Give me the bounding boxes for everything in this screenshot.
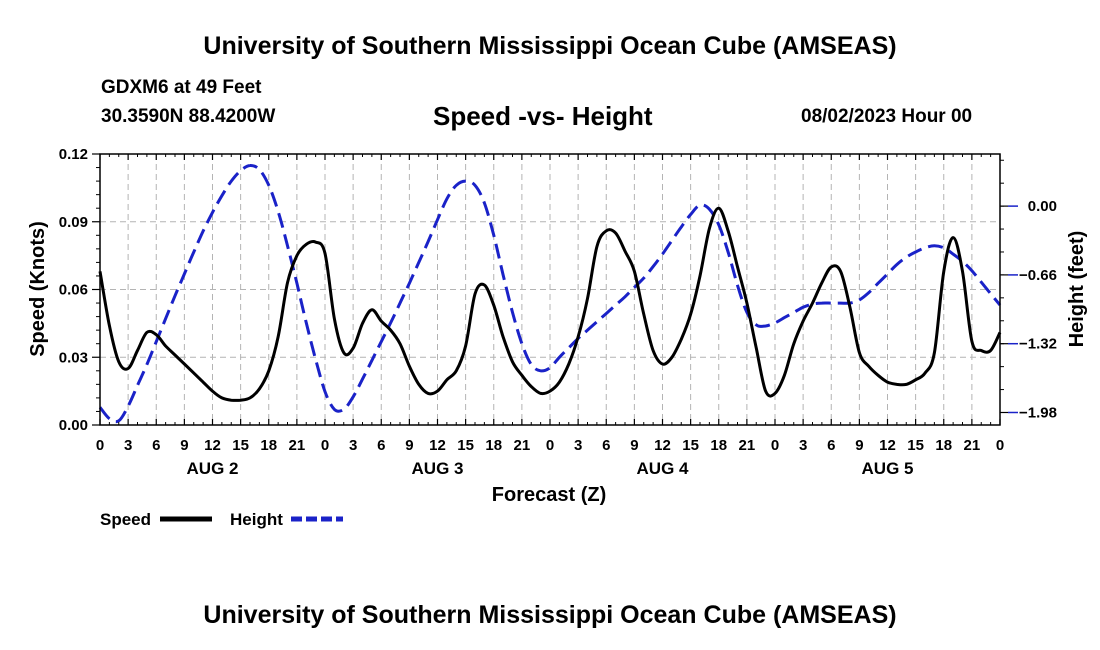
y-axis-title: Speed (Knots) [27, 221, 49, 357]
x-tick-label: 15 [907, 437, 924, 454]
x-tick-label: 18 [485, 437, 502, 454]
x-tick-label: 6 [152, 437, 160, 454]
day-label: AUG 5 [862, 459, 914, 478]
day-label: AUG 3 [412, 459, 464, 478]
y2-tick-label: −0.66 [1019, 267, 1057, 284]
x-tick-label: 0 [996, 437, 1004, 454]
x-tick-label: 0 [96, 437, 104, 454]
x-tick-label: 9 [855, 437, 863, 454]
y2-axis-title: Height (feet) [1066, 231, 1088, 348]
x-tick-label: 3 [799, 437, 807, 454]
speed-series-line [98, 206, 1002, 402]
x-tick-label: 3 [349, 437, 357, 454]
x-tick-label: 3 [124, 437, 132, 454]
page-title: University of Southern Mississippi Ocean… [203, 32, 897, 60]
x-tick-label: 6 [602, 437, 610, 454]
x-tick-label: 12 [204, 437, 221, 454]
x-tick-label: 18 [935, 437, 952, 454]
x-tick-label: 3 [574, 437, 582, 454]
station-label: GDXM6 at 49 Feet [101, 77, 262, 98]
x-tick-label: 21 [964, 437, 981, 454]
x-tick-label: 0 [771, 437, 779, 454]
chart-title: Speed -vs- Height [433, 101, 653, 131]
x-tick-label: 0 [546, 437, 554, 454]
y2-tick-label: −1.98 [1019, 404, 1057, 421]
y2-tick-label: −1.32 [1019, 336, 1057, 353]
x-tick-label: 6 [377, 437, 385, 454]
x-tick-label: 12 [429, 437, 446, 454]
y-tick-label: 0.03 [59, 349, 88, 366]
x-tick-label: 18 [710, 437, 727, 454]
y2-tick-label: 0.00 [1028, 198, 1057, 215]
x-tick-label: 21 [289, 437, 306, 454]
x-tick-label: 9 [180, 437, 188, 454]
grid [100, 154, 1000, 425]
date-label: 08/02/2023 Hour 00 [801, 106, 973, 127]
day-label: AUG 2 [187, 459, 239, 478]
x-tick-label: 15 [457, 437, 474, 454]
x-tick-label: 15 [682, 437, 699, 454]
x-tick-label: 12 [879, 437, 896, 454]
height-series-line [98, 163, 1002, 424]
coordinates-label: 30.3590N 88.4200W [101, 106, 276, 127]
x-axis-title: Forecast (Z) [492, 484, 606, 506]
day-label: AUG 4 [637, 459, 690, 478]
series-layer [98, 163, 1002, 424]
y-tick-label: 0.06 [59, 282, 88, 299]
x-tick-label: 6 [827, 437, 835, 454]
legend-speed-label: Speed [100, 510, 151, 529]
x-tick-label: 9 [405, 437, 413, 454]
x-tick-label: 15 [232, 437, 249, 454]
x-tick-label: 18 [260, 437, 277, 454]
legend: Speed Height [100, 510, 343, 529]
y-tick-label: 0.09 [59, 214, 88, 231]
y-tick-label: 0.12 [59, 146, 88, 163]
y-tick-label: 0.00 [59, 417, 88, 434]
footer-title: University of Southern Mississippi Ocean… [203, 601, 897, 629]
x-tick-label: 21 [514, 437, 531, 454]
x-tick-label: 0 [321, 437, 329, 454]
x-tick-label: 12 [654, 437, 671, 454]
x-tick-label: 9 [630, 437, 638, 454]
legend-height-label: Height [230, 510, 283, 529]
x-tick-label: 21 [739, 437, 756, 454]
axes: 0 3 6 9 12 15 18 21 0 3 6 9 12 15 18 21 0 3 6 9 12 15 18 21 0 3 6 9… [59, 146, 1057, 478]
